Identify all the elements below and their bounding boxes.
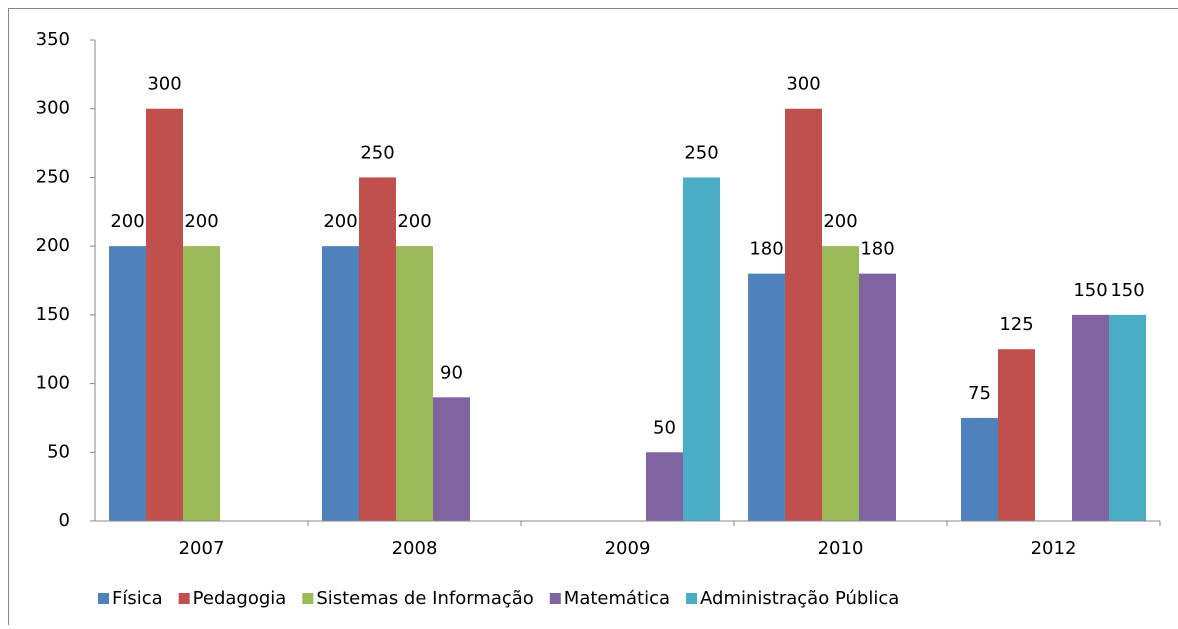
data-label: 200: [184, 211, 218, 232]
y-tick-label: 150: [36, 304, 70, 325]
x-tick-label: 2008: [392, 538, 438, 559]
bar: [359, 177, 396, 521]
bar: [109, 246, 146, 521]
bar: [322, 246, 359, 521]
data-label: 180: [860, 239, 894, 260]
legend-label: Sistemas de Informação: [316, 588, 533, 609]
data-label: 300: [147, 74, 181, 95]
bar: [683, 177, 720, 521]
data-label: 200: [323, 211, 357, 232]
data-label: 125: [999, 314, 1033, 335]
data-label: 250: [684, 142, 718, 163]
bar: [998, 349, 1035, 521]
y-tick-label: 0: [59, 510, 70, 531]
legend-swatch: [550, 593, 561, 604]
bar: [183, 246, 220, 521]
legend-swatch: [98, 593, 109, 604]
legend-label: Matemática: [564, 588, 670, 609]
data-label: 150: [1073, 280, 1107, 301]
bar: [785, 109, 822, 521]
bar: [433, 397, 470, 521]
legend-label: Administração Pública: [700, 588, 899, 609]
bar: [961, 418, 998, 521]
bar: [748, 274, 785, 521]
y-tick-label: 350: [36, 29, 70, 50]
y-tick-label: 100: [36, 373, 70, 394]
bar: [646, 452, 683, 521]
y-tick-label: 300: [36, 98, 70, 119]
y-tick-label: 200: [36, 235, 70, 256]
data-label: 150: [1110, 280, 1144, 301]
data-label: 90: [440, 362, 463, 383]
bar: [859, 274, 896, 521]
legend-label: Pedagogia: [193, 588, 287, 609]
x-tick-label: 2012: [1031, 538, 1077, 559]
data-label: 300: [786, 74, 820, 95]
x-tick-label: 2009: [605, 538, 651, 559]
legend-label: Física: [112, 588, 163, 609]
x-tick-label: 2007: [179, 538, 225, 559]
bar: [1072, 315, 1109, 521]
data-label: 200: [110, 211, 144, 232]
y-tick-label: 50: [47, 441, 70, 462]
data-label: 200: [823, 211, 857, 232]
bar: [822, 246, 859, 521]
data-label: 180: [749, 239, 783, 260]
bar: [146, 109, 183, 521]
legend-swatch: [302, 593, 313, 604]
y-tick-label: 250: [36, 166, 70, 187]
bar: [396, 246, 433, 521]
data-label: 75: [968, 383, 991, 404]
data-label: 200: [397, 211, 431, 232]
bar: [1109, 315, 1146, 521]
legend-swatch: [686, 593, 697, 604]
x-tick-label: 2010: [818, 538, 864, 559]
legend-swatch: [179, 593, 190, 604]
data-label: 50: [653, 417, 676, 438]
data-label: 250: [360, 142, 394, 163]
